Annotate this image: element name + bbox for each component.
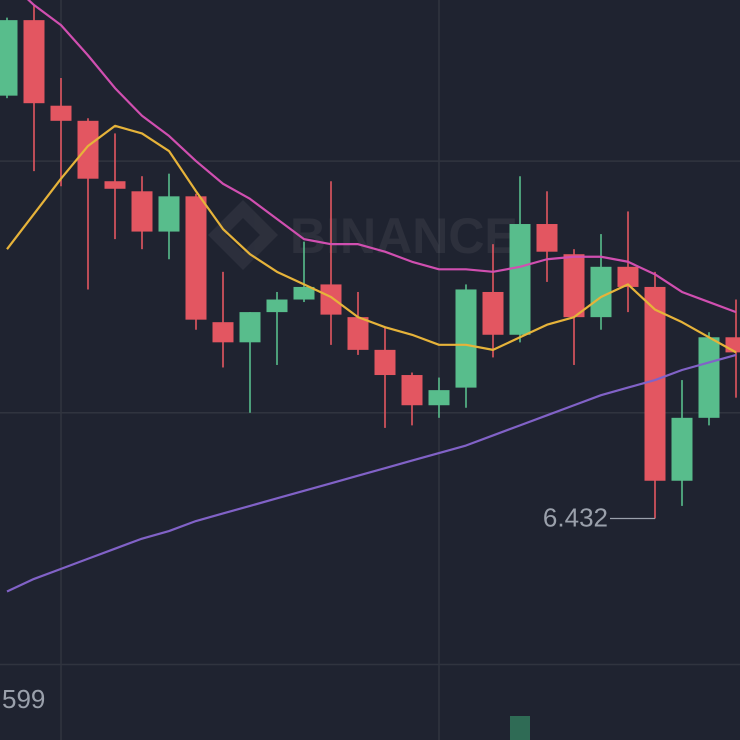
candle-body (536, 224, 558, 252)
candle-body (104, 181, 126, 189)
candle-body (455, 289, 477, 388)
candle-body (428, 390, 450, 406)
candle-body (0, 20, 18, 96)
ma-line (6, 353, 737, 593)
candle-body (239, 312, 261, 343)
candle-body (212, 322, 234, 343)
ma-line (6, 124, 737, 354)
watermark-group: BINANCE (208, 200, 518, 270)
candle-body (266, 299, 288, 313)
watermark-logo (208, 200, 278, 270)
candle-body (401, 375, 423, 406)
candle-body (50, 105, 72, 121)
candle-body (563, 254, 585, 318)
candle-body (185, 196, 207, 320)
candle-body (293, 286, 315, 300)
candle-body (374, 349, 396, 376)
candle-body (320, 284, 342, 315)
candle-body (23, 20, 45, 104)
candle-body (77, 120, 99, 179)
candle-body (617, 266, 639, 287)
watermark: BINANCE (290, 208, 518, 264)
low-marker-label: 6.432 (543, 502, 608, 532)
candle-body (347, 317, 369, 350)
candle-body (509, 224, 531, 335)
candle-body (698, 337, 720, 418)
volume-bar (510, 716, 530, 740)
axis-label: 599 (2, 684, 45, 714)
candle-body (131, 191, 153, 232)
candle-body (482, 291, 504, 335)
candle-body (671, 417, 693, 481)
ma-line (26, 0, 737, 314)
candle-body (644, 286, 666, 481)
candle-body (158, 196, 180, 232)
candle-body (590, 266, 612, 318)
